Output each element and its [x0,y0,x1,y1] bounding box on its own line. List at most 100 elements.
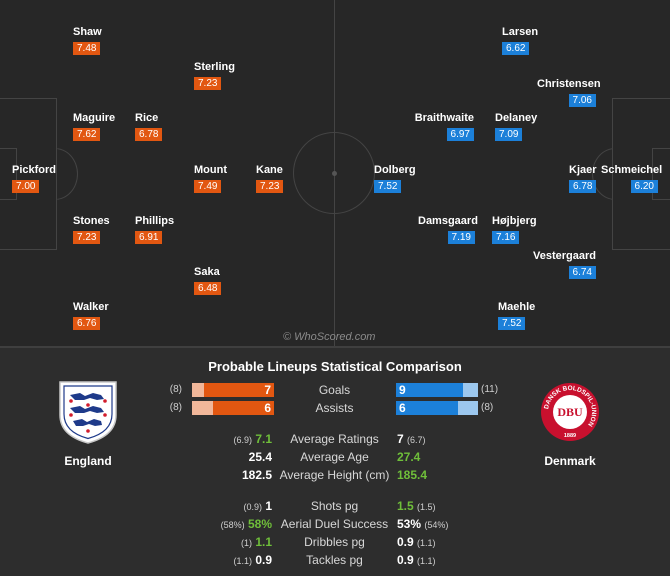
home-assists-value: 6 [264,401,271,415]
away-team-name: Denmark [544,454,596,468]
crest-year: 1889 [564,433,576,439]
home-team-name: England [64,454,112,468]
player-rating: 7.62 [73,128,101,141]
home-value: 1.1 [255,535,272,549]
player-name: Maehle [498,301,536,313]
player-sterling[interactable]: Sterling 7.23 [194,61,235,91]
player-phillips[interactable]: Phillips 6.91 [135,215,174,245]
stat-label: Average Height (cm) [279,468,390,482]
player-name: Vestergaard [533,250,596,262]
home-assists-bar: 6 [192,401,274,415]
comparison-title: Probable Lineups Statistical Comparison [208,359,462,374]
player-schmeichel[interactable]: Schmeichel 6.20 [601,164,662,194]
player-name: Rice [135,112,159,124]
player-kane[interactable]: Kane 7.23 [256,164,284,194]
player-walker[interactable]: Walker 6.76 [73,301,109,331]
home-value: 1 [265,499,272,513]
player-name: Saka [194,266,220,278]
player-rating: 7.06 [568,94,596,107]
stat-label: Shots pg [310,499,359,513]
away-value: 27.4 [397,450,421,464]
home-goals-count: (8) [169,384,182,395]
away-assists-count: (8) [481,402,494,413]
stat-row-dribbles: (1) 1.1 Dribbles pg 0.9 (1.1) [0,534,670,550]
player-christensen[interactable]: Christensen 7.06 [537,78,601,108]
player-saka[interactable]: Saka 6.48 [194,266,222,296]
player-name: Damsgaard [418,215,478,227]
player-pickford[interactable]: Pickford 7.00 [12,164,56,194]
home-prev: (1) [240,538,252,548]
player-name: Christensen [537,78,601,90]
away-assists-value: 6 [399,401,406,415]
goals-row: (8) 7 Goals 9 (11) [0,383,670,399]
player-rating: 7.09 [495,128,523,141]
player-rating: 7.48 [73,42,101,55]
player-rating: 7.00 [12,180,40,193]
home-assists-count: (8) [169,402,182,413]
stat-row-avg-ratings: (6.9) 7.1 Average Ratings 7 (6.7) [0,431,670,447]
player-name: Kane [256,164,283,176]
player-hojbjerg[interactable]: Højbjerg 7.16 [492,215,537,245]
away-prev: (54%) [424,520,449,530]
away-prev: (1.1) [417,556,436,566]
away-prev: (1.5) [417,502,436,512]
away-goals-bar: 9 [396,383,478,397]
player-larsen[interactable]: Larsen 6.62 [502,26,538,56]
away-prev: (1.1) [417,538,436,548]
player-mount[interactable]: Mount 7.49 [194,164,227,194]
away-assists-bar: 6 [396,401,478,415]
player-rice[interactable]: Rice 6.78 [135,112,163,142]
goals-label: Goals [318,383,351,397]
crest-initials: DBU [557,405,583,419]
player-maehle[interactable]: Maehle 7.52 [498,301,535,331]
player-rating: 7.23 [73,231,101,244]
home-prev: (6.9) [233,435,252,445]
stat-label: Average Age [300,450,369,464]
player-delaney[interactable]: Delaney 7.09 [495,112,537,142]
player-braithwaite[interactable]: Braithwaite 6.97 [410,112,474,142]
player-rating: 6.78 [569,180,597,193]
player-kjaer[interactable]: Kjaer 6.78 [569,164,597,194]
dbu-crest-icon: DANSK BOLDSPIL-UNION DBU 1889 [541,383,599,441]
away-value: 185.4 [397,468,428,482]
lineup-comparison-panel: Probable Lineups Statistical Comparison … [0,346,670,576]
player-maguire[interactable]: Maguire 7.62 [73,112,115,142]
player-rating: 7.49 [194,180,222,193]
stat-row-tackles: (1.1) 0.9 Tackles pg 0.9 (1.1) [0,552,670,568]
player-name: Walker [73,301,109,313]
player-name: Braithwaite [414,112,474,124]
right-six-yard-box [652,148,670,200]
player-vestergaard[interactable]: Vestergaard 6.74 [532,250,596,280]
home-value: 25.4 [248,450,272,464]
home-goals-bar: 7 [192,383,274,397]
player-name: Phillips [135,215,175,227]
stat-label: Dribbles pg [304,535,365,549]
player-shaw[interactable]: Shaw 7.48 [73,26,102,56]
player-name: Larsen [502,26,539,38]
player-rating: 7.23 [256,180,284,193]
player-name: Shaw [73,26,102,38]
away-goals-count: (11) [481,384,499,395]
player-name: Kjaer [569,164,597,176]
player-dolberg[interactable]: Dolberg 7.52 [374,164,416,194]
stat-label: Aerial Duel Success [280,517,389,531]
stat-row-avg-height: 182.5 Average Height (cm) 185.4 [0,467,670,483]
player-rating: 7.52 [498,317,526,330]
player-name: Dolberg [374,164,416,176]
away-value: 0.9 [397,553,414,567]
player-rating: 6.48 [194,282,222,295]
stat-label: Tackles pg [306,553,363,567]
player-name: Maguire [73,112,116,124]
home-value: 0.9 [255,553,272,567]
assists-row: (8) 6 Assists 6 (8) [0,401,670,417]
away-assists-fill [396,401,458,415]
player-name: Mount [194,164,227,176]
player-stones[interactable]: Stones 7.23 [73,215,110,245]
home-value: 7.1 [255,432,272,446]
player-damsgaard[interactable]: Damsgaard 7.19 [418,215,478,245]
away-team[interactable]: DANSK BOLDSPIL-UNION DBU 1889 Denmark [537,381,603,468]
home-team[interactable]: England [56,379,120,468]
home-prev: (58%) [220,520,245,530]
home-assists-fill [212,401,274,415]
away-prev: (6.7) [407,435,426,445]
